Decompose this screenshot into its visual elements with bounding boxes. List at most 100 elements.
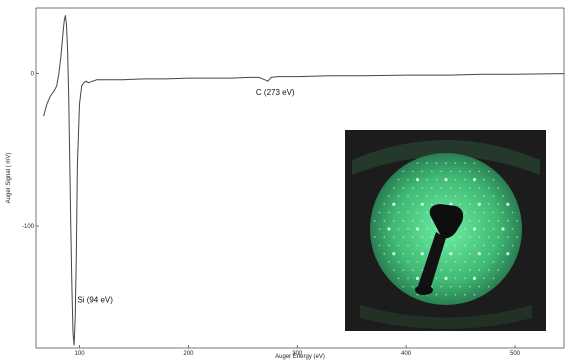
leed-spot — [497, 219, 500, 222]
leed-spot — [454, 261, 457, 263]
leed-spot — [483, 178, 485, 181]
leed-spot — [473, 195, 476, 198]
leed-spot — [492, 211, 495, 214]
y-axis-title: Auger Signal ( mV) — [6, 153, 12, 204]
leed-spot — [464, 277, 466, 280]
leed-spot — [383, 219, 386, 222]
leed-spot — [501, 227, 505, 231]
leed-spot — [459, 269, 462, 271]
leed-pattern-inset — [345, 130, 546, 331]
leed-spot — [411, 170, 414, 173]
leed-spot — [449, 285, 452, 288]
leed-spot — [421, 170, 424, 173]
leed-spot — [440, 170, 443, 173]
leed-spot — [407, 211, 409, 214]
leed-spot — [459, 285, 462, 288]
leed-spot — [483, 211, 485, 214]
leed-spot — [468, 252, 471, 255]
leed-spot — [373, 219, 376, 222]
leed-spot — [416, 293, 419, 296]
leed-spot — [487, 203, 490, 206]
leed-spot — [430, 203, 433, 206]
leed-spot — [502, 244, 504, 247]
leed-spot — [492, 195, 495, 198]
leed-spot — [402, 236, 405, 239]
annotation-label: Si (94 eV) — [77, 295, 113, 304]
leed-spot — [468, 203, 471, 206]
leed-spot — [426, 178, 428, 181]
leed-spot — [497, 269, 500, 271]
leed-spot — [387, 227, 391, 231]
leed-spot — [492, 178, 495, 181]
annotation-label: C (273 eV) — [256, 88, 295, 97]
leed-spot — [402, 269, 405, 271]
leed-spot — [468, 219, 471, 222]
leed-spot — [487, 187, 490, 189]
leed-spot — [483, 228, 485, 230]
leed-spot — [430, 219, 433, 222]
leed-spot — [378, 244, 381, 247]
leed-spot — [477, 252, 481, 256]
annotation-layer: C (273 eV) Si (94 eV) — [77, 88, 295, 304]
leed-spot — [397, 244, 400, 247]
leed-spot — [502, 211, 504, 214]
leed-spot — [383, 203, 386, 206]
inset-outer-glow — [352, 140, 540, 175]
leed-spot — [464, 162, 466, 165]
leed-spot — [454, 244, 457, 247]
leed-spot — [402, 203, 405, 206]
leed-spot — [506, 219, 509, 222]
leed-spot — [392, 202, 396, 206]
leed-spot — [459, 252, 462, 255]
leed-spot — [444, 178, 448, 182]
leed-spot — [416, 162, 419, 165]
leed-spot — [487, 236, 490, 239]
leed-spot — [473, 293, 476, 296]
leed-spot — [426, 228, 428, 230]
leed-spot — [478, 236, 481, 239]
leed-spot — [392, 269, 395, 271]
x-tick-label: 400 — [401, 351, 412, 357]
leed-spot — [435, 293, 438, 296]
leed-spot — [464, 244, 466, 247]
leed-spot — [454, 195, 457, 198]
leed-spot — [435, 277, 438, 280]
inset-outer-glow-bottom — [360, 305, 532, 329]
leed-spot — [415, 227, 420, 231]
leed-spot — [468, 170, 471, 173]
leed-spot — [397, 228, 400, 230]
leed-spot — [492, 244, 495, 247]
leed-spot — [473, 261, 476, 263]
leed-spot — [478, 219, 481, 222]
leed-spot — [502, 195, 504, 198]
leed-spot — [492, 228, 495, 230]
leed-spot — [472, 276, 477, 280]
leed-spot — [411, 203, 414, 206]
leed-spot — [464, 228, 466, 230]
leed-spot — [388, 195, 390, 198]
leed-spot — [478, 187, 481, 189]
leed-spot — [464, 293, 466, 296]
leed-spot — [397, 261, 400, 263]
leed-spot — [492, 261, 495, 263]
leed-spot — [511, 228, 514, 230]
leed-spot — [445, 244, 447, 247]
leed-spot — [472, 178, 477, 182]
leed-spot — [454, 178, 457, 181]
leed-spot — [407, 178, 409, 181]
leed-spot — [478, 285, 481, 288]
series-layer — [43, 15, 565, 346]
leed-spot — [468, 269, 471, 271]
leed-spot — [392, 252, 396, 256]
x-tick-label: 300 — [292, 351, 303, 357]
leed-spot — [378, 211, 381, 214]
leed-spot — [506, 202, 510, 206]
leed-spot — [411, 269, 414, 271]
leed-spot — [402, 187, 405, 189]
leed-spot — [426, 211, 428, 214]
leed-spot — [445, 261, 447, 263]
leed-spot — [421, 269, 424, 271]
y-tick-label: -100 — [22, 224, 35, 230]
leed-spot — [487, 219, 490, 222]
leed-spot — [449, 202, 453, 206]
